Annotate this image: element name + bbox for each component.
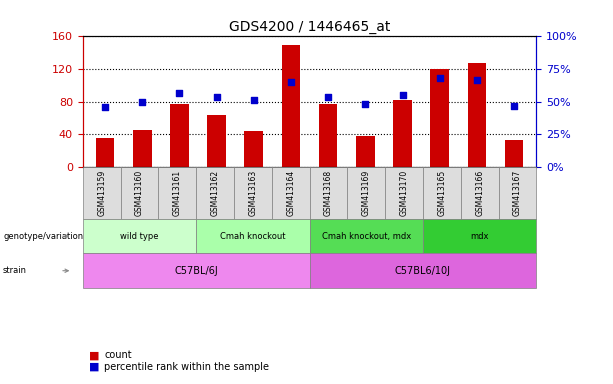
Point <box>286 79 296 85</box>
Bar <box>282 45 300 167</box>
Text: Cmah knockout: Cmah knockout <box>220 232 286 241</box>
Text: strain: strain <box>3 266 27 275</box>
Bar <box>96 138 115 167</box>
Point <box>249 98 259 104</box>
Point <box>137 99 147 105</box>
Point <box>398 92 408 98</box>
Text: ■: ■ <box>89 362 99 372</box>
Bar <box>319 104 337 167</box>
Text: GSM413163: GSM413163 <box>248 170 257 216</box>
Bar <box>170 104 189 167</box>
Text: GSM413170: GSM413170 <box>400 170 409 216</box>
Text: GSM413159: GSM413159 <box>97 170 106 216</box>
Point <box>509 103 519 109</box>
Bar <box>504 140 524 167</box>
Text: wild type: wild type <box>120 232 159 241</box>
Point <box>360 101 370 108</box>
Text: GSM413166: GSM413166 <box>475 170 484 216</box>
Bar <box>393 100 412 167</box>
Text: percentile rank within the sample: percentile rank within the sample <box>104 362 269 372</box>
Bar <box>245 131 263 167</box>
Point <box>472 76 482 83</box>
Point <box>435 75 444 81</box>
Text: GSM413165: GSM413165 <box>437 170 446 216</box>
Point <box>211 93 221 99</box>
Text: C57BL6/10J: C57BL6/10J <box>395 266 451 276</box>
Text: Cmah knockout, mdx: Cmah knockout, mdx <box>322 232 411 241</box>
Text: ■: ■ <box>89 350 99 360</box>
Bar <box>356 136 375 167</box>
Text: GSM413169: GSM413169 <box>362 170 371 216</box>
Text: GSM413168: GSM413168 <box>324 170 333 216</box>
Text: C57BL/6J: C57BL/6J <box>174 266 218 276</box>
Point <box>175 89 185 96</box>
Text: GSM413160: GSM413160 <box>135 170 144 216</box>
Point <box>100 104 110 110</box>
Bar <box>207 115 226 167</box>
Point <box>323 93 333 99</box>
Text: GSM413162: GSM413162 <box>210 170 219 216</box>
Text: mdx: mdx <box>470 232 489 241</box>
Text: count: count <box>104 350 132 360</box>
Bar <box>430 69 449 167</box>
Text: genotype/variation: genotype/variation <box>3 232 83 241</box>
Text: GSM413164: GSM413164 <box>286 170 295 216</box>
Text: GSM413161: GSM413161 <box>173 170 182 216</box>
Text: GSM413167: GSM413167 <box>513 170 522 216</box>
Bar <box>468 63 486 167</box>
Title: GDS4200 / 1446465_at: GDS4200 / 1446465_at <box>229 20 390 34</box>
Bar <box>133 129 151 167</box>
